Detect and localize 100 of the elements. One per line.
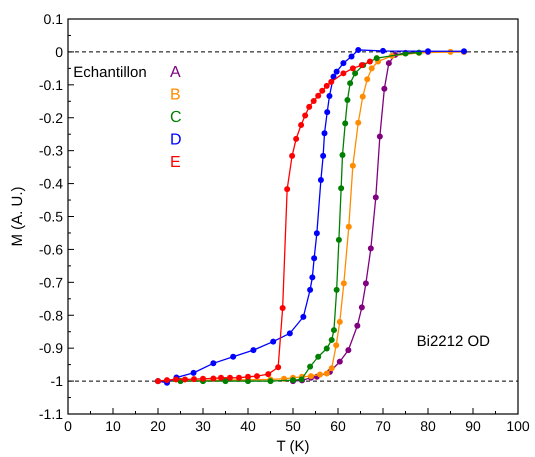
point — [336, 358, 343, 365]
y-tick-label: 0 — [55, 44, 64, 60]
point — [350, 162, 356, 169]
x-tick-label: 10 — [105, 418, 121, 434]
y-tick-label: -0.8 — [38, 307, 64, 324]
point — [334, 68, 340, 75]
text: B — [170, 86, 181, 104]
point — [336, 236, 342, 243]
point — [330, 74, 336, 80]
x-tick-label: 20 — [150, 418, 166, 434]
x-tick-label: 50 — [285, 418, 301, 434]
point — [324, 370, 330, 377]
point — [352, 70, 358, 76]
point — [368, 65, 375, 72]
y-tick-label: -0.3 — [38, 142, 64, 159]
point — [302, 112, 308, 118]
point — [307, 364, 314, 370]
point — [386, 60, 392, 66]
point — [362, 280, 369, 286]
point — [164, 377, 170, 384]
point — [340, 280, 347, 286]
annotation: Bi2212 OD — [416, 333, 490, 350]
point — [326, 93, 332, 100]
point — [366, 58, 373, 64]
point — [355, 46, 362, 53]
x-tick-label: 100 — [506, 418, 530, 434]
point — [309, 274, 316, 280]
point — [254, 373, 260, 380]
point — [191, 376, 197, 382]
point — [236, 374, 242, 381]
point — [347, 80, 354, 86]
point — [338, 185, 344, 192]
x-tick-label: 90 — [465, 418, 481, 434]
point — [289, 152, 296, 159]
text: E — [170, 154, 181, 171]
point — [380, 48, 386, 54]
point — [270, 338, 276, 345]
y-tick-label: -0.5 — [38, 208, 64, 224]
point — [182, 376, 188, 382]
point — [364, 76, 370, 82]
point — [314, 230, 320, 236]
point — [324, 109, 330, 116]
point — [333, 342, 340, 348]
point — [345, 347, 352, 354]
point — [330, 327, 337, 334]
y-tick-label: -0.6 — [38, 241, 64, 258]
point — [372, 194, 379, 200]
point — [324, 345, 330, 352]
point — [245, 374, 251, 380]
y-tick-label: 0.1 — [44, 11, 64, 27]
point — [300, 314, 306, 320]
point — [275, 364, 282, 370]
point — [328, 365, 335, 372]
point — [346, 224, 352, 230]
point — [350, 65, 356, 72]
y-tick-label: -0.4 — [38, 176, 64, 192]
point — [374, 55, 380, 62]
y-tick-label: -0.2 — [38, 110, 64, 126]
point — [322, 130, 328, 136]
point — [328, 78, 334, 85]
x-tick-label: 40 — [240, 418, 256, 434]
point — [336, 318, 343, 325]
x-tick-label: 70 — [375, 418, 391, 434]
point — [315, 354, 322, 360]
x-tick-label: 80 — [420, 418, 436, 434]
point — [307, 286, 314, 293]
point — [320, 152, 326, 159]
y-tick-label: -0.9 — [38, 340, 64, 356]
point — [334, 286, 340, 293]
point — [306, 104, 312, 110]
point — [355, 120, 362, 126]
point — [376, 134, 383, 140]
x-axis-title: T (K) — [276, 438, 310, 455]
point — [317, 372, 323, 378]
x-tick-label: 60 — [330, 418, 346, 434]
point — [280, 305, 286, 312]
point — [381, 86, 388, 92]
point — [284, 186, 290, 192]
point — [311, 255, 318, 262]
point — [293, 136, 300, 142]
point — [340, 152, 346, 158]
point — [340, 60, 346, 66]
point — [342, 120, 348, 126]
point — [354, 322, 360, 329]
point — [360, 94, 366, 100]
point — [218, 374, 224, 381]
text: C — [170, 109, 182, 126]
point — [230, 354, 236, 360]
point — [358, 304, 365, 310]
y-axis-title: M (A. U.) — [9, 186, 26, 246]
x-tick-label: 30 — [195, 418, 211, 434]
point — [315, 92, 322, 99]
point — [368, 245, 374, 252]
point — [324, 82, 330, 89]
point — [318, 176, 324, 183]
point — [298, 122, 304, 128]
point — [340, 70, 346, 76]
point — [348, 54, 354, 60]
point — [286, 330, 293, 336]
point — [210, 375, 216, 382]
